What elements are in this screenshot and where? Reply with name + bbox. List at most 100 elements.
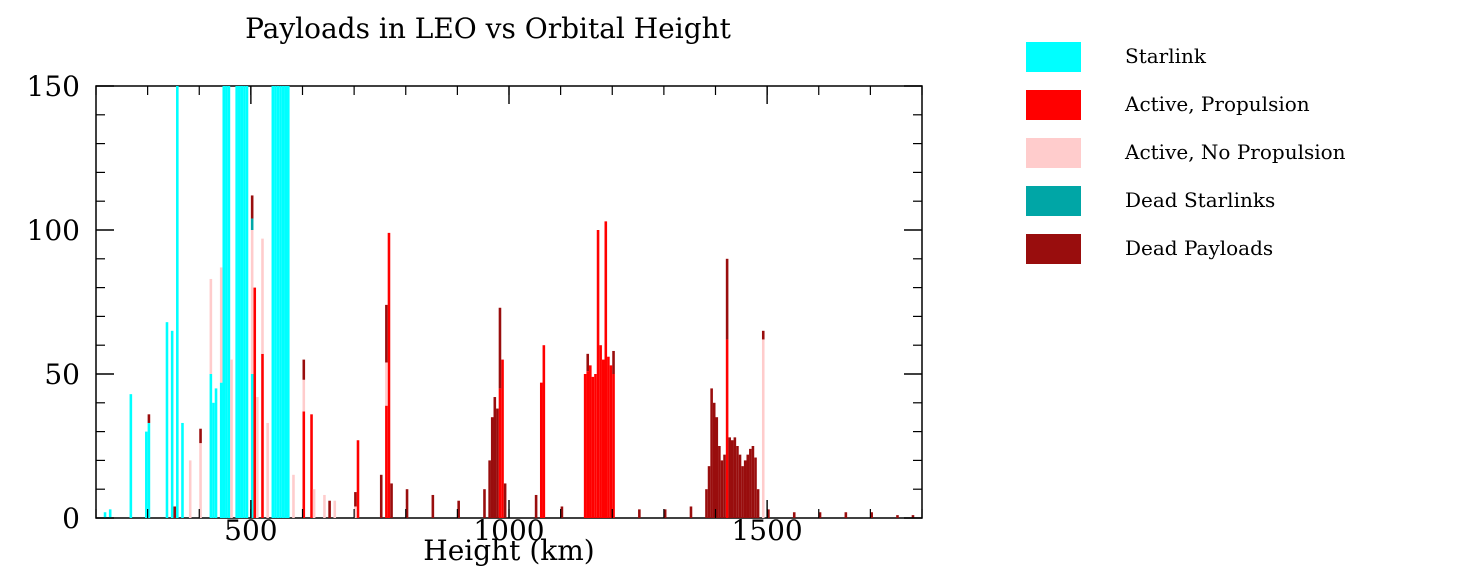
bar [209, 278, 213, 374]
chart-title: Payloads in LEO vs Orbital Height [245, 12, 732, 45]
bar [911, 515, 915, 518]
bar [503, 483, 507, 518]
bar [405, 489, 409, 518]
bar [279, 86, 282, 518]
bar [266, 422, 269, 518]
bar [212, 402, 215, 518]
bar [496, 408, 499, 518]
bar [354, 492, 357, 507]
x-axis-label: Height (km) [423, 534, 594, 567]
bar [274, 86, 277, 518]
bar [261, 238, 264, 354]
bar [431, 494, 435, 518]
bar [560, 506, 564, 518]
bar [287, 86, 290, 518]
bar [245, 86, 249, 518]
bar [310, 414, 313, 518]
bar [354, 506, 357, 518]
bar [302, 379, 306, 412]
bar [209, 374, 213, 518]
bar [225, 86, 228, 518]
y-tick-label: 0 [62, 502, 80, 535]
bar [733, 437, 737, 518]
bar [612, 374, 615, 518]
bar [356, 440, 360, 518]
bar [387, 232, 391, 518]
bar [261, 353, 264, 518]
legend-label: Starlink [1125, 44, 1207, 68]
bar [741, 466, 744, 518]
bar [281, 86, 285, 518]
bar [214, 388, 218, 518]
bar [145, 431, 148, 518]
bar [129, 394, 133, 518]
bar [188, 460, 192, 518]
bar [715, 417, 719, 518]
bar [103, 512, 107, 518]
bar [457, 500, 460, 518]
legend-swatch [1026, 42, 1081, 72]
bar [199, 443, 202, 518]
bar [612, 350, 615, 374]
bar [743, 460, 747, 518]
bar [601, 359, 605, 518]
bar [108, 509, 112, 518]
bar [493, 397, 497, 518]
bar [767, 509, 770, 518]
bar [583, 374, 587, 518]
bar [219, 267, 223, 383]
bar [292, 474, 295, 518]
bar [534, 494, 538, 518]
bar [253, 287, 257, 518]
bar [284, 86, 288, 518]
bar [250, 218, 254, 230]
bar [689, 506, 693, 518]
bar [230, 359, 233, 518]
bar [379, 474, 383, 518]
bar [707, 466, 711, 518]
bar [705, 489, 708, 518]
bar [539, 382, 543, 518]
bar [761, 330, 765, 340]
bar [237, 86, 241, 518]
bar [749, 448, 752, 518]
bar [542, 345, 546, 518]
bar [323, 494, 326, 518]
bar [256, 397, 259, 518]
bar [818, 512, 822, 518]
bar [728, 437, 731, 518]
bar [751, 446, 755, 518]
bar [235, 86, 238, 518]
bar [736, 446, 739, 518]
x-tick-label: 1000 [473, 514, 544, 547]
bar [250, 374, 254, 518]
bar [147, 422, 151, 518]
y-tick-label: 150 [27, 70, 80, 103]
bar [756, 489, 760, 518]
bar [596, 230, 600, 518]
bar [710, 388, 713, 518]
legend-swatch [1026, 186, 1081, 216]
bar [227, 86, 231, 518]
bar [490, 417, 494, 518]
bar [498, 307, 502, 389]
legend-swatch [1026, 90, 1081, 120]
legend-label: Dead Payloads [1125, 236, 1273, 260]
chart-legend: Starlink Active, Propulsion Active, No Pro… [1026, 42, 1346, 264]
bar [165, 322, 169, 518]
bar [276, 86, 280, 518]
bar [586, 371, 590, 518]
bars-layer [103, 86, 915, 519]
bar [720, 460, 724, 518]
bar [609, 365, 613, 518]
legend-label: Dead Starlinks [1125, 188, 1275, 212]
bar [199, 428, 202, 444]
bar [792, 512, 796, 518]
bar [302, 411, 306, 518]
bar [870, 512, 873, 518]
bar [738, 454, 742, 518]
bar [243, 86, 246, 518]
bar [754, 457, 757, 518]
x-tick-label: 1500 [731, 514, 802, 547]
